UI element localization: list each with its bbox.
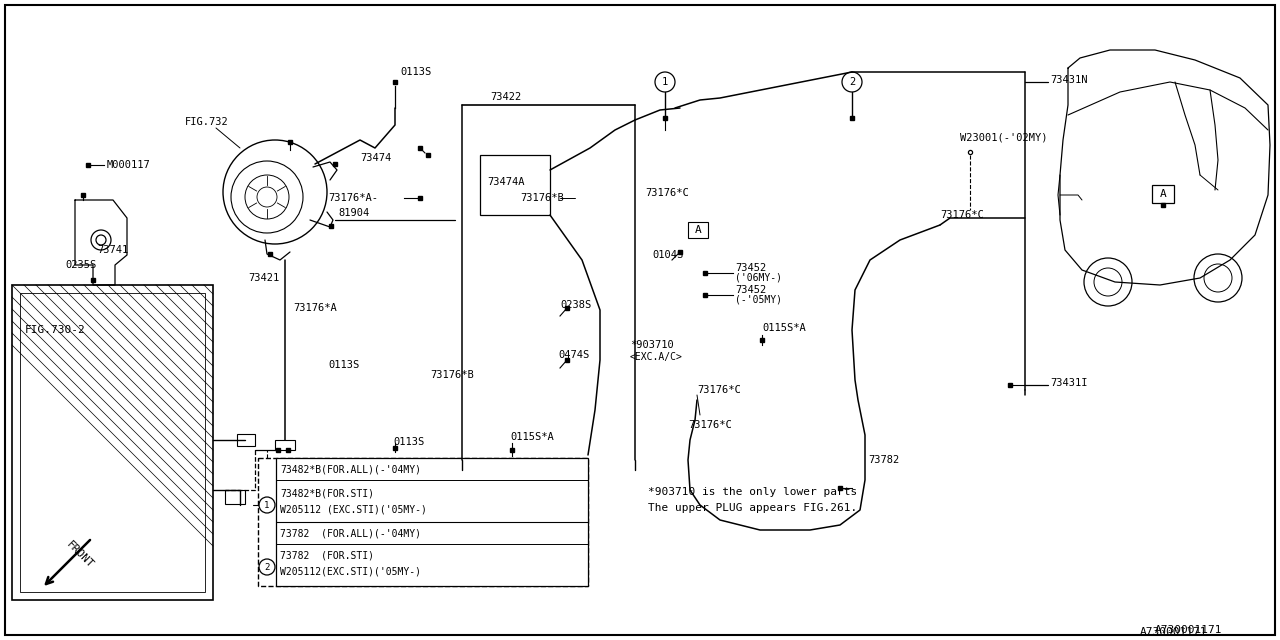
Text: 0104S: 0104S bbox=[652, 250, 684, 260]
Text: 73782: 73782 bbox=[868, 455, 900, 465]
Text: *903710: *903710 bbox=[630, 340, 673, 350]
Text: 73482*B(FOR.ALL)(-'04MY): 73482*B(FOR.ALL)(-'04MY) bbox=[280, 465, 421, 475]
Text: A: A bbox=[695, 225, 701, 235]
Bar bbox=[12, 285, 212, 600]
Text: 1: 1 bbox=[264, 500, 270, 509]
Text: 73431I: 73431I bbox=[1050, 378, 1088, 388]
Text: 73176*B: 73176*B bbox=[430, 370, 474, 380]
Text: 73176*C: 73176*C bbox=[940, 210, 984, 220]
Text: 0113S: 0113S bbox=[399, 67, 431, 77]
Text: 73474A: 73474A bbox=[486, 177, 525, 187]
Bar bbox=[259, 458, 588, 586]
Text: 0115S*A: 0115S*A bbox=[762, 323, 805, 333]
Text: 73431N: 73431N bbox=[1050, 75, 1088, 85]
Text: 1: 1 bbox=[662, 77, 668, 87]
Bar bbox=[225, 490, 244, 504]
Bar bbox=[275, 440, 294, 450]
Text: 73176*C: 73176*C bbox=[645, 188, 689, 198]
Text: 81904: 81904 bbox=[338, 208, 369, 218]
Text: 73482*B(FOR.STI): 73482*B(FOR.STI) bbox=[280, 488, 374, 498]
Text: FRONT: FRONT bbox=[64, 540, 96, 570]
Text: W23001(-'02MY): W23001(-'02MY) bbox=[960, 133, 1047, 143]
Text: 73176*B: 73176*B bbox=[520, 193, 563, 203]
Text: 0474S: 0474S bbox=[558, 350, 589, 360]
Text: 2: 2 bbox=[264, 563, 270, 572]
Text: The upper PLUG appears FIG.261.: The upper PLUG appears FIG.261. bbox=[648, 503, 858, 513]
Text: FIG.730-2: FIG.730-2 bbox=[26, 325, 86, 335]
Text: M000117: M000117 bbox=[108, 160, 151, 170]
Text: 2: 2 bbox=[849, 77, 855, 87]
Text: *903710 is the only lower parts: *903710 is the only lower parts bbox=[648, 487, 858, 497]
Text: 73176*A: 73176*A bbox=[293, 303, 337, 313]
Text: 0113S: 0113S bbox=[393, 437, 424, 447]
Text: <EXC.A/C>: <EXC.A/C> bbox=[630, 352, 682, 362]
Bar bbox=[689, 222, 708, 238]
Text: 73782  (FOR.STI): 73782 (FOR.STI) bbox=[280, 551, 374, 561]
Text: 0115S*A: 0115S*A bbox=[509, 432, 554, 442]
Text: 0235S: 0235S bbox=[65, 260, 96, 270]
Text: 73421: 73421 bbox=[248, 273, 279, 283]
Text: 73176*A-: 73176*A- bbox=[328, 193, 378, 203]
Text: A730001171: A730001171 bbox=[1155, 625, 1222, 635]
Text: 73741: 73741 bbox=[97, 245, 128, 255]
Text: 73452: 73452 bbox=[735, 285, 767, 295]
Text: A730001171: A730001171 bbox=[1140, 627, 1207, 637]
Bar bbox=[480, 155, 550, 215]
Text: A: A bbox=[1160, 189, 1166, 199]
Bar bbox=[237, 434, 255, 446]
Text: 73474: 73474 bbox=[360, 153, 392, 163]
Bar bbox=[20, 293, 205, 592]
Text: 73176*C: 73176*C bbox=[698, 385, 741, 395]
Bar bbox=[276, 458, 588, 586]
Text: ('06MY-): ('06MY-) bbox=[735, 273, 782, 283]
Text: W205112(EXC.STI)('05MY-): W205112(EXC.STI)('05MY-) bbox=[280, 567, 421, 577]
Text: 0113S: 0113S bbox=[328, 360, 360, 370]
Text: FIG.732: FIG.732 bbox=[186, 117, 229, 127]
Bar bbox=[1152, 185, 1174, 203]
Text: (-'05MY): (-'05MY) bbox=[735, 295, 782, 305]
Text: 73176*C: 73176*C bbox=[689, 420, 732, 430]
Text: W205112 (EXC.STI)('05MY-): W205112 (EXC.STI)('05MY-) bbox=[280, 505, 426, 515]
Text: 73782  (FOR.ALL)(-'04MY): 73782 (FOR.ALL)(-'04MY) bbox=[280, 529, 421, 539]
Text: 73452: 73452 bbox=[735, 263, 767, 273]
Text: 0238S: 0238S bbox=[561, 300, 591, 310]
Text: 73422: 73422 bbox=[490, 92, 521, 102]
